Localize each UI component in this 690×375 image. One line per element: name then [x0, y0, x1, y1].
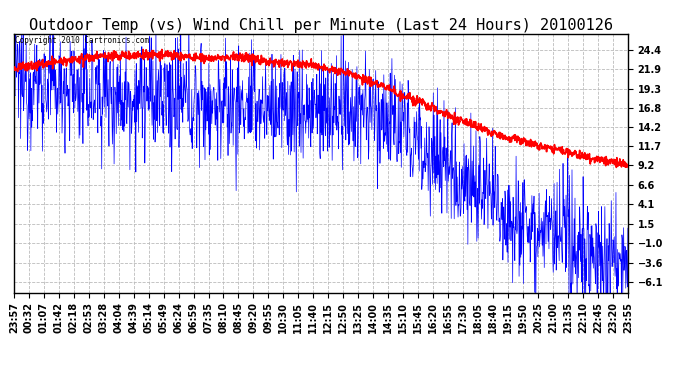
Text: Copyright 2010 Cartronics.com: Copyright 2010 Cartronics.com — [15, 36, 149, 45]
Title: Outdoor Temp (vs) Wind Chill per Minute (Last 24 Hours) 20100126: Outdoor Temp (vs) Wind Chill per Minute … — [29, 18, 613, 33]
